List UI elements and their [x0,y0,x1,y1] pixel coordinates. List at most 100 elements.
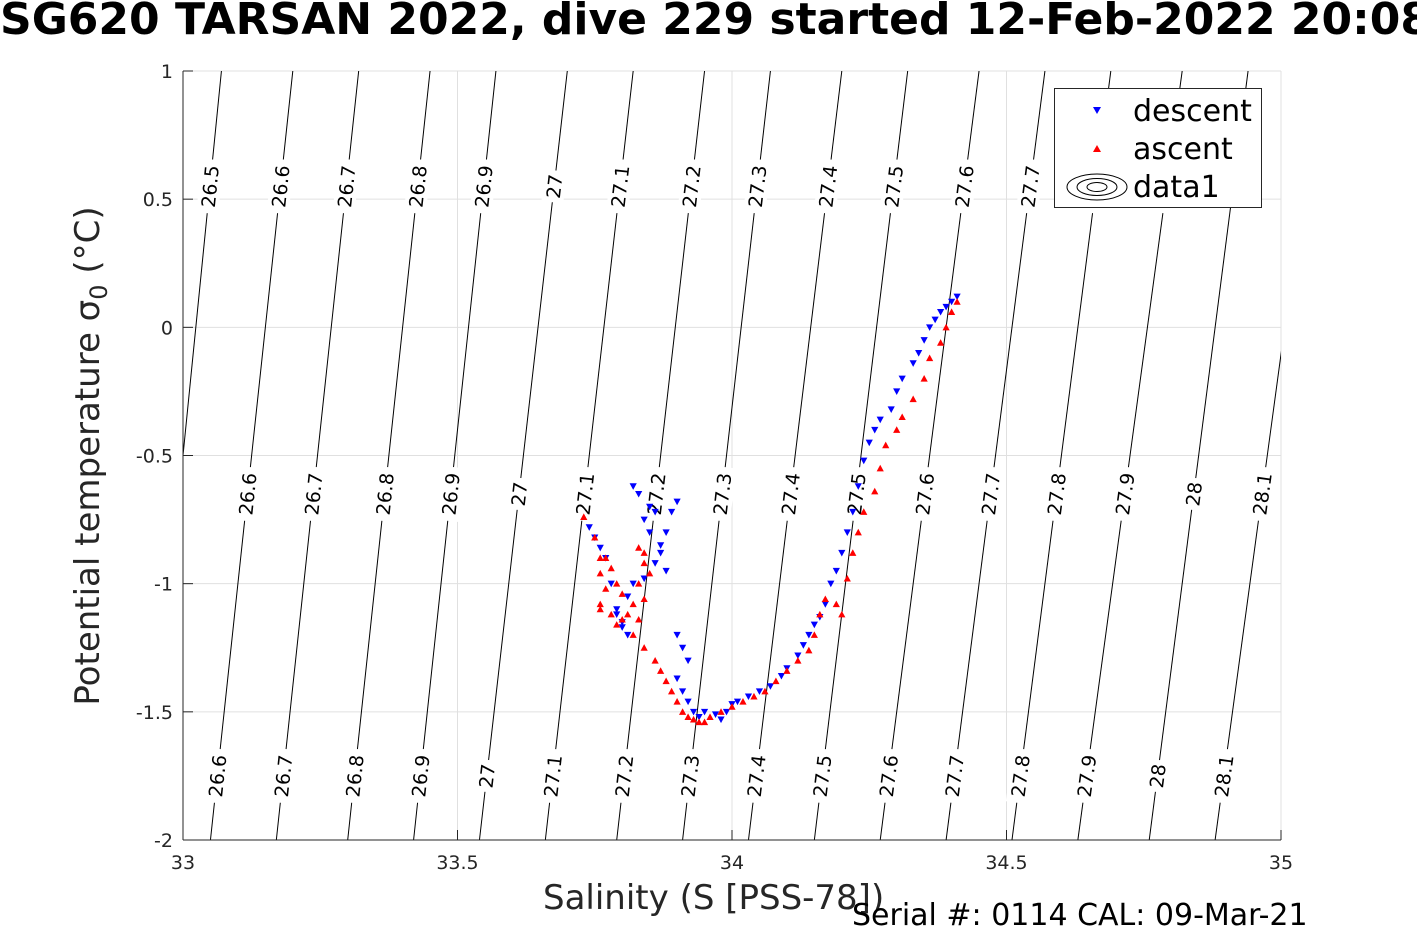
isopycnal-label-group: 26.7 [299,465,328,522]
descent-point [777,672,786,680]
isopycnal-label: 26.6 [205,754,231,798]
isopycnal-label: 26.7 [334,164,360,208]
ascent-point [948,308,956,315]
descent-point [893,388,901,396]
ascent-point [700,718,709,726]
isopycnal-label-group: 27.4 [813,158,842,215]
isopycnal-label-bg [570,465,599,523]
isopycnal-label: 27.7 [942,754,969,799]
descent-point [937,308,945,316]
isopycnal-label-group: 26.6 [266,158,295,215]
y-axis-label: Potential temperature σ0 (°C) [68,206,113,706]
isopycnal-label-group: 27.4 [776,465,805,523]
ascent-point [871,487,879,495]
isopycnal-label-group: 28 [1180,476,1207,512]
isopycnal-label-group: 27.1 [606,158,635,215]
isopycnal-27.1: 27.1 27.1 27.1 [538,71,635,840]
descent-point [948,298,956,306]
isopycnal-label-bg [813,158,842,215]
isopycnal-27.3: 27.3 27.3 27.3 [675,71,772,840]
descent-point [684,698,692,706]
isopycnal-label: 26.8 [406,164,432,208]
x-tick-label: 33 [171,852,195,874]
ascent-point [898,413,906,421]
isopycnal-label: 27 [475,763,500,790]
isopycnal-label-group: 27 [474,758,500,794]
isopycnal-label-group: 26.8 [340,747,369,804]
descent-point [651,508,659,516]
ascent-point [706,713,714,720]
ascent-point [635,544,643,551]
isopycnal-label-bg [370,465,399,522]
isopycnal-label: 26.7 [271,754,297,798]
isopycnal-label-group: 26.6 [233,465,262,522]
descent-point [843,529,851,536]
isopycnal-label: 26.9 [408,754,434,798]
isopycnal-label-group: 27.3 [708,465,736,523]
ascent-point [635,615,643,623]
isopycnal-label-group: 26.6 [203,747,231,804]
x-axis-label: Salinity (S [PSS-78]) [543,878,885,918]
isopycnal-label-group: 27.6 [949,158,979,215]
isopycnal-label-bg [436,465,465,522]
isopycnal-label: 27.9 [1074,754,1101,799]
ascent-point [591,533,599,541]
isopycnal-label-group: 27.2 [677,158,706,215]
y-tick-label: -2 [154,830,173,852]
isopycnal-label: 27.7 [978,472,1005,517]
isopycnal-label-bg [506,476,532,512]
isopycnal-label: 27 [543,173,568,200]
isopycnal-label-group: 27.2 [610,747,638,804]
descent-point [646,529,654,536]
descent-point [794,652,802,660]
isopycnal-label: 26.8 [342,754,368,798]
legend-item-ascent[interactable]: ascent [1055,131,1261,167]
isopycnal-label-group: 26.7 [332,158,361,215]
isopycnal-label-bg [541,169,567,204]
isopycnal-label: 27 [508,481,533,508]
ascent-point [602,585,610,592]
isopycnal-label-bg [233,465,262,522]
isopycnal-label-bg [403,158,432,215]
legend-item-descent[interactable]: descent [1055,93,1261,129]
isopycnal-27.5: 27.5 27.5 27.5 [807,71,909,840]
legend[interactable]: descent ascent data1 [1054,88,1262,208]
isopycnal-label-group: 27.8 [1042,465,1071,523]
isopycnal-label-bg [807,747,837,805]
isopycnal-label: 27.6 [912,472,939,517]
isopycnal-26.5: 26.5 [183,71,224,461]
isopycnal-26.9: 26.9 26.9 26.9 [406,71,498,840]
isopycnal-label-group: 27.6 [874,747,903,805]
descent-point [640,516,648,524]
descent-point [876,416,884,424]
descent-point [673,675,681,683]
isopycnal-label-bg [1042,465,1071,523]
ascent-point [689,715,698,723]
isopycnal-label-bg [675,747,704,804]
isopycnal-label: 27.1 [608,164,635,209]
isopycnal-label-group: 27.3 [743,158,772,215]
ascent-point [849,549,857,556]
descent-point [646,503,654,511]
descent-point [624,631,632,639]
isopycnal-label-group: 28.1 [1247,465,1277,523]
ascent-point [937,339,945,346]
descent-point [854,483,862,490]
isopycnal-label: 27.5 [810,754,837,799]
ascent-point [640,559,648,567]
isopycnal-27.4: 27.4 27.4 27.4 [742,71,843,840]
legend-item-data1[interactable]: data1 [1055,169,1261,205]
isopycnal-label: 27.9 [1112,472,1139,517]
isopycnal-label-group: 26.8 [370,465,399,522]
x-tick-label: 34.5 [985,852,1027,874]
ascent-point [838,610,846,618]
descent-point [613,611,621,619]
ascent-point [854,528,862,536]
ascent-point [640,644,648,651]
isopycnal-label-bg [299,465,328,522]
ascent-point [596,554,604,562]
isopycnal-label-bg [1180,476,1207,512]
isopycnal-label-group: 27.9 [1110,465,1140,523]
ascent-point [695,718,703,726]
